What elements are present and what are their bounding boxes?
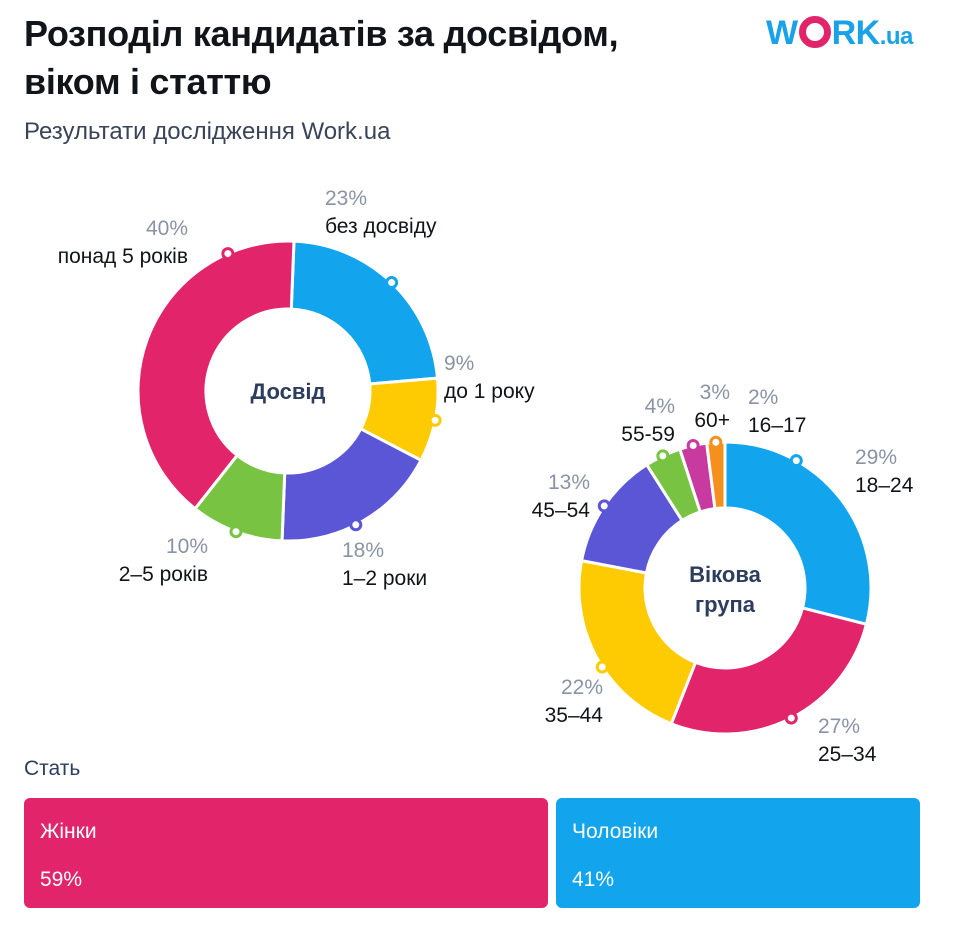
slice-2-2 xyxy=(669,606,869,736)
slice-pct-label: 3% xyxy=(700,381,730,404)
slice-marker-dot xyxy=(784,711,798,725)
slice-marker-dot xyxy=(709,435,723,449)
gender-value-men: 41% xyxy=(572,868,615,891)
slice-1-1 xyxy=(289,239,440,386)
slice-pct-label: 9% xyxy=(444,352,474,375)
slice-category-label: 16–17 xyxy=(748,414,806,437)
logo-domain: .ua xyxy=(879,23,914,50)
slice-pct-label: 18% xyxy=(342,539,384,562)
slice-marker-dot xyxy=(789,454,803,468)
gender-label-men: Чоловіки xyxy=(572,820,659,843)
page-title: Розподіл кандидатів за досвідом, віком і… xyxy=(24,13,619,102)
slice-marker-dot xyxy=(229,525,243,539)
slice-category-label: понад 5 років xyxy=(58,245,188,268)
slice-category-label: 2–5 років xyxy=(119,563,208,586)
slice-category-label: 45–54 xyxy=(532,499,591,522)
gender-bar-women: Жінки 59% xyxy=(24,798,548,908)
slice-pct-label: 27% xyxy=(818,715,860,738)
logo-ring-icon xyxy=(798,16,831,48)
gender-label-women: Жінки xyxy=(40,820,97,843)
work-ua-logo: W RK.ua xyxy=(766,14,913,53)
slice-category-label: 1–2 роки xyxy=(342,567,427,590)
slice-category-label: 35–44 xyxy=(545,704,604,727)
gender-bar-men: Чоловіки 41% xyxy=(556,798,920,908)
slice-1-5 xyxy=(136,239,296,511)
slice-pct-label: 2% xyxy=(748,386,778,409)
slice-category-label: 18–24 xyxy=(855,474,914,497)
slice-marker-dot xyxy=(595,660,609,674)
slice-category-label: до 1 року xyxy=(444,380,535,403)
slice-marker-dot xyxy=(349,518,363,532)
slice-category-label: 55-59 xyxy=(621,423,675,446)
page-subtitle: Результати дослідження Work.ua xyxy=(24,118,391,145)
gender-title: Стать xyxy=(24,757,81,780)
donut-center-label: Досвід xyxy=(251,379,326,404)
donut-chart-1: 23% без досвіду 9% до 1 року 18% 1–2 роки 10% 2… xyxy=(58,187,535,590)
slice-marker-dot xyxy=(686,439,700,453)
slice-pct-label: 40% xyxy=(146,217,188,240)
slice-marker-dot xyxy=(385,276,399,290)
slice-category-label: без досвіду xyxy=(325,215,437,238)
slice-pct-label: 22% xyxy=(561,676,603,699)
slice-pct-label: 10% xyxy=(166,535,208,558)
slice-pct-label: 23% xyxy=(325,187,367,210)
donut-chart-2: 29% 18–24 27% 25–34 22% 35–44 13% 45–54 4% 55-59 3… xyxy=(532,381,914,766)
slice-category-label: 60+ xyxy=(694,409,730,432)
slice-pct-label: 13% xyxy=(548,471,590,494)
donut-center-label: Вікова xyxy=(689,562,761,587)
slice-marker-dot xyxy=(597,499,611,513)
donut-center-label: група xyxy=(695,592,756,617)
gender-value-women: 59% xyxy=(40,868,83,891)
logo-letters-rk: RK xyxy=(831,14,881,52)
logo-letter-w: W xyxy=(766,14,798,52)
slice-marker-dot xyxy=(221,247,235,261)
slice-pct-label: 4% xyxy=(645,395,675,418)
slice-marker-dot xyxy=(428,413,442,427)
slice-2-3 xyxy=(577,558,698,726)
slice-category-label: 25–34 xyxy=(818,743,877,766)
slice-pct-label: 29% xyxy=(855,446,897,469)
slice-marker-dot xyxy=(656,449,670,463)
